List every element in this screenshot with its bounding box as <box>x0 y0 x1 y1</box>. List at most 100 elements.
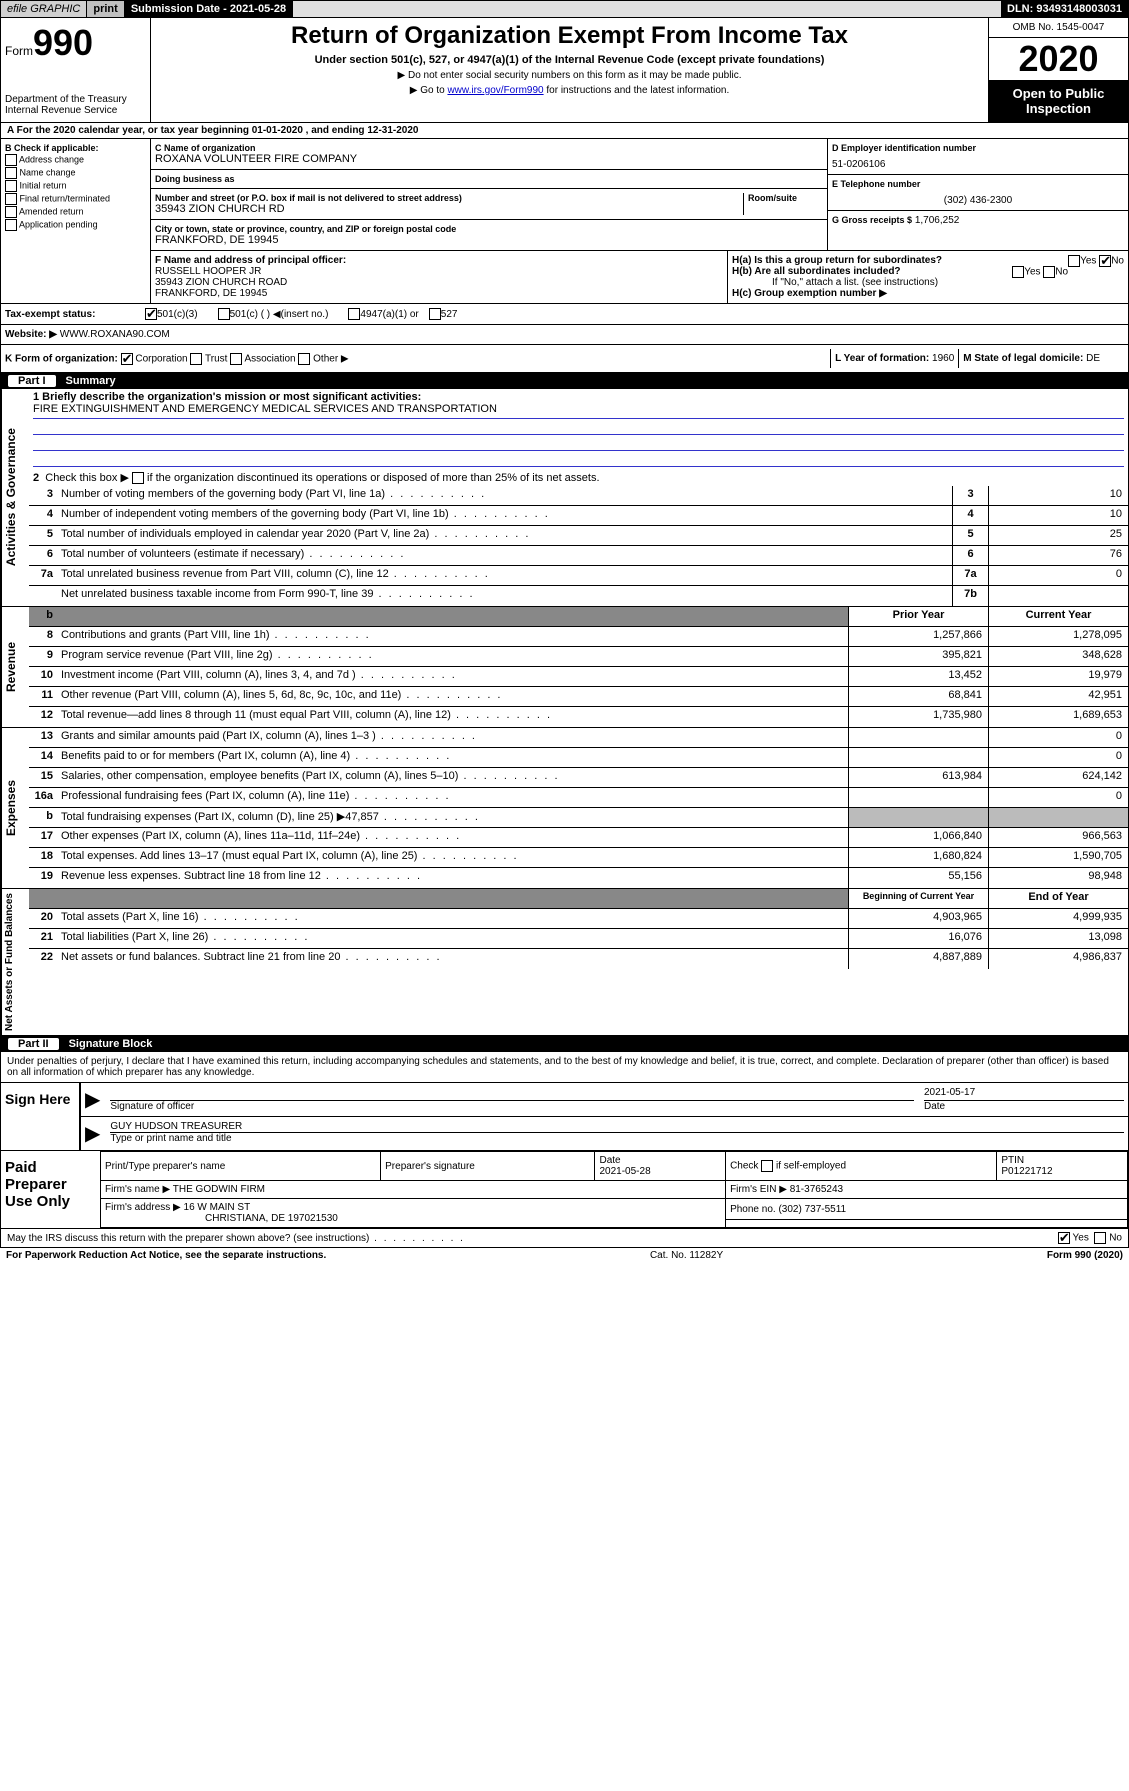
chk-address-change[interactable]: Address change <box>5 154 146 166</box>
city-cell: City or town, state or province, country… <box>151 220 827 250</box>
chk-initial-return[interactable]: Initial return <box>5 180 146 192</box>
website-value: WWW.ROXANA90.COM <box>60 329 170 340</box>
summary-line: 13Grants and similar amounts paid (Part … <box>29 728 1128 748</box>
discuss-row: May the IRS discuss this return with the… <box>0 1229 1129 1248</box>
dba-cell: Doing business as <box>151 170 827 189</box>
principal-officer: F Name and address of principal officer:… <box>151 251 728 303</box>
summary-line: 16aProfessional fundraising fees (Part I… <box>29 788 1128 808</box>
firm-address-cell: Firm's address ▶ 16 W MAIN ST CHRISTIANA… <box>101 1199 726 1228</box>
net-assets-section: Net Assets or Fund Balances Beginning of… <box>0 889 1129 1036</box>
bottom-line: For Paperwork Reduction Act Notice, see … <box>0 1248 1129 1263</box>
chk-amended-return[interactable]: Amended return <box>5 206 146 218</box>
form-ref: Form 990 (2020) <box>1047 1250 1123 1261</box>
col-b-header: B Check if applicable: <box>5 143 146 153</box>
print-button[interactable]: print <box>87 1 124 17</box>
revenue-section: Revenue b Prior Year Current Year 8Contr… <box>0 607 1129 728</box>
identity-block: B Check if applicable: Address change Na… <box>0 139 1129 304</box>
chk-discuss-yes[interactable] <box>1058 1232 1070 1244</box>
hb-note: If "No," attach a list. (see instruction… <box>732 277 1124 288</box>
summary-line: 3Number of voting members of the governi… <box>29 486 1128 506</box>
prep-selfemp-cell: Check if self-employed <box>726 1152 997 1181</box>
chk-501c[interactable] <box>218 308 230 320</box>
tax-exempt-status-row: Tax-exempt status: 501(c)(3) 501(c) ( ) … <box>0 304 1129 325</box>
sign-here-label: Sign Here <box>1 1083 81 1150</box>
chk-discuss-no[interactable] <box>1094 1232 1106 1244</box>
preparer-table: Print/Type preparer's name Preparer's si… <box>101 1151 1128 1228</box>
mission-block: 1 Briefly describe the organization's mi… <box>29 389 1128 469</box>
row-i-label: Tax-exempt status: <box>5 309 145 320</box>
pra-notice: For Paperwork Reduction Act Notice, see … <box>6 1250 326 1261</box>
summary-line: 20Total assets (Part X, line 16)4,903,96… <box>29 909 1128 929</box>
telephone-cell: E Telephone number (302) 436-2300 <box>828 175 1128 211</box>
side-label-ag: Activities & Governance <box>1 389 29 606</box>
efile-label: efile GRAPHIC <box>1 1 87 17</box>
expenses-section: Expenses 13Grants and similar amounts pa… <box>0 728 1129 889</box>
form-of-org-row: K Form of organization: Corporation Trus… <box>0 345 1129 373</box>
chk-other[interactable] <box>298 353 310 365</box>
street-cell: Number and street (or P.O. box if mail i… <box>151 189 827 220</box>
chk-527[interactable] <box>429 308 441 320</box>
gross-receipts-cell: G Gross receipts $ 1,706,252 <box>828 211 1128 230</box>
sign-date-value: 2021-05-17 <box>924 1087 1124 1101</box>
line-2: 2 Check this box ▶ if the organization d… <box>29 469 1128 486</box>
ha-label: H(a) Is this a group return for subordin… <box>732 255 942 266</box>
firm-phone-cell: Phone no. (302) 737-5511 <box>726 1199 1128 1220</box>
cat-no: Cat. No. 11282Y <box>650 1250 723 1261</box>
mission-label: 1 Briefly describe the organization's mi… <box>33 391 421 403</box>
chk-501c3[interactable] <box>145 308 157 320</box>
dln-label: DLN: 93493148003031 <box>1001 1 1128 17</box>
org-name-cell: C Name of organization ROXANA VOLUNTEER … <box>151 139 827 170</box>
open-to-public: Open to Public Inspection <box>989 80 1128 122</box>
summary-line: 21Total liabilities (Part X, line 26)16,… <box>29 929 1128 949</box>
summary-line: 22Net assets or fund balances. Subtract … <box>29 949 1128 969</box>
na-header-row: Beginning of Current Year End of Year <box>29 889 1128 909</box>
summary-line: 9Program service revenue (Part VIII, lin… <box>29 647 1128 667</box>
form-header: Form990 Department of the Treasury Inter… <box>0 18 1129 123</box>
hc-label: H(c) Group exemption number ▶ <box>732 288 887 299</box>
officer-name-label: Type or print name and title <box>110 1133 1124 1144</box>
form-number: Form990 <box>5 22 146 64</box>
omb-number: OMB No. 1545-0047 <box>989 18 1128 38</box>
tax-year: 2020 <box>989 38 1128 80</box>
summary-line: bTotal fundraising expenses (Part IX, co… <box>29 808 1128 828</box>
chk-corporation[interactable] <box>121 353 133 365</box>
summary-line: 17Other expenses (Part IX, column (A), l… <box>29 828 1128 848</box>
state-domicile: M State of legal domicile: DE <box>958 349 1104 368</box>
row-j-label: Website: ▶ <box>5 329 57 340</box>
irs-link[interactable]: www.irs.gov/Form990 <box>447 85 543 96</box>
chk-trust[interactable] <box>190 353 202 365</box>
form-subtitle: Under section 501(c), 527, or 4947(a)(1)… <box>155 54 984 66</box>
year-formation: L Year of formation: 1960 <box>830 349 958 368</box>
summary-line: 19Revenue less expenses. Subtract line 1… <box>29 868 1128 888</box>
prep-sig-hdr: Preparer's signature <box>381 1152 595 1181</box>
summary-line: 4Number of independent voting members of… <box>29 506 1128 526</box>
part-i-header: Part I Summary <box>0 373 1129 389</box>
col-b-checkboxes: B Check if applicable: Address change Na… <box>1 139 151 303</box>
signature-block: Under penalties of perjury, I declare th… <box>0 1052 1129 1229</box>
summary-line: 7aTotal unrelated business revenue from … <box>29 566 1128 586</box>
hb-label: H(b) Are all subordinates included? <box>732 266 901 277</box>
perjury-text: Under penalties of perjury, I declare th… <box>1 1052 1128 1082</box>
summary-line: Net unrelated business taxable income fr… <box>29 586 1128 606</box>
chk-association[interactable] <box>230 353 242 365</box>
paid-preparer-label: Paid Preparer Use Only <box>1 1151 101 1228</box>
website-row: Website: ▶ WWW.ROXANA90.COM <box>0 325 1129 345</box>
prep-date-cell: Date2021-05-28 <box>595 1152 726 1181</box>
signature-arrow-icon: ▶ <box>85 1087 100 1112</box>
ein-cell: D Employer identification number 51-0206… <box>828 139 1128 175</box>
line-a-period: A For the 2020 calendar year, or tax yea… <box>0 123 1129 139</box>
summary-line: 11Other revenue (Part VIII, column (A), … <box>29 687 1128 707</box>
part-ii-header: Part II Signature Block <box>0 1036 1129 1052</box>
summary-line: 5Total number of individuals employed in… <box>29 526 1128 546</box>
chk-discontinued[interactable] <box>132 472 144 484</box>
signature-officer-label: Signature of officer <box>110 1101 914 1112</box>
chk-name-change[interactable]: Name change <box>5 167 146 179</box>
summary-line: 18Total expenses. Add lines 13–17 (must … <box>29 848 1128 868</box>
form-note-link: ▶ Go to www.irs.gov/Form990 for instruct… <box>155 85 984 96</box>
chk-application-pending[interactable]: Application pending <box>5 219 146 231</box>
chk-final-return[interactable]: Final return/terminated <box>5 193 146 205</box>
chk-4947[interactable] <box>348 308 360 320</box>
chk-self-employed[interactable] <box>761 1160 773 1172</box>
summary-line: 6Total number of volunteers (estimate if… <box>29 546 1128 566</box>
form-note-ssn: ▶ Do not enter social security numbers o… <box>155 70 984 81</box>
